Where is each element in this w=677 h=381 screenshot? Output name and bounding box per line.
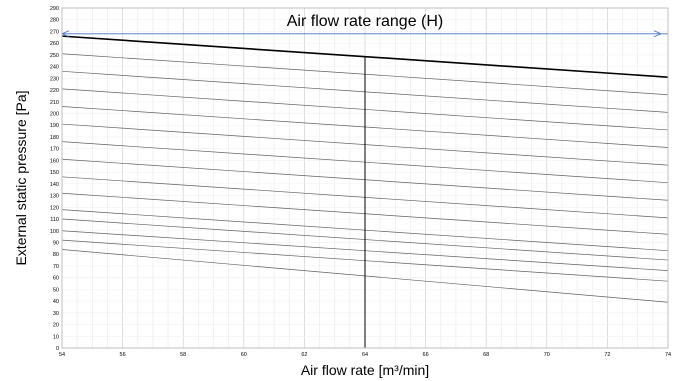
x-tick-label: 72: [604, 352, 610, 358]
y-tick-label: 0: [56, 346, 59, 352]
y-tick-label: 40: [53, 299, 59, 305]
y-tick-label: 250: [50, 53, 59, 59]
y-tick-label: 190: [50, 123, 59, 129]
x-tick-labels: 54 56 58 60 62 64 66 68 70 72 74: [59, 352, 671, 358]
y-tick-label: 50: [53, 287, 59, 293]
y-tick-label: 220: [50, 88, 59, 94]
y-tick-label: 200: [50, 112, 59, 118]
y-axis-title: External static pressure [Pa]: [13, 90, 29, 265]
y-tick-label: 160: [50, 158, 59, 164]
y-tick-label: 120: [50, 205, 59, 211]
arrow-right-head: [653, 30, 663, 38]
y-tick-label: 70: [53, 264, 59, 270]
x-tick-label: 62: [301, 352, 307, 358]
y-tick-label: 170: [50, 147, 59, 153]
y-tick-label: 80: [53, 252, 59, 258]
y-tick-label: 20: [53, 323, 59, 329]
x-tick-label: 60: [241, 352, 247, 358]
x-tick-label: 56: [120, 352, 126, 358]
y-tick-label: 260: [50, 41, 59, 47]
x-tick-label: 66: [423, 352, 429, 358]
x-axis-title: Air flow rate [m³/min]: [301, 362, 429, 378]
y-tick-label: 140: [50, 182, 59, 188]
y-tick-label: 10: [53, 334, 59, 340]
y-tick-label: 30: [53, 311, 59, 317]
flow-range-label: Air flow rate range (H): [287, 13, 444, 30]
y-tick-label: 240: [50, 65, 59, 71]
y-tick-label: 130: [50, 194, 59, 200]
x-tick-label: 54: [59, 352, 65, 358]
plot-frame: [61, 7, 669, 349]
y-tick-label: 280: [50, 18, 59, 24]
y-tick-label: 90: [53, 240, 59, 246]
y-tick-label: 290: [50, 6, 59, 12]
y-tick-label: 230: [50, 76, 59, 82]
y-tick-label: 270: [50, 29, 59, 35]
y-tick-label: 150: [50, 170, 59, 176]
x-tick-label: 68: [483, 352, 489, 358]
x-tick-label: 58: [180, 352, 186, 358]
x-tick-label: 70: [544, 352, 550, 358]
y-tick-label: 210: [50, 100, 59, 106]
y-tick-label: 60: [53, 276, 59, 282]
y-tick-labels: 0 10 20 30 40 50 60 70 80 90 100 110 120 130 140 150 160…: [50, 6, 59, 352]
y-tick-label: 110: [50, 217, 59, 223]
y-tick-label: 100: [50, 229, 59, 235]
x-tick-label: 64: [362, 352, 368, 358]
y-tick-label: 180: [50, 135, 59, 141]
x-tick-label: 74: [665, 352, 671, 358]
